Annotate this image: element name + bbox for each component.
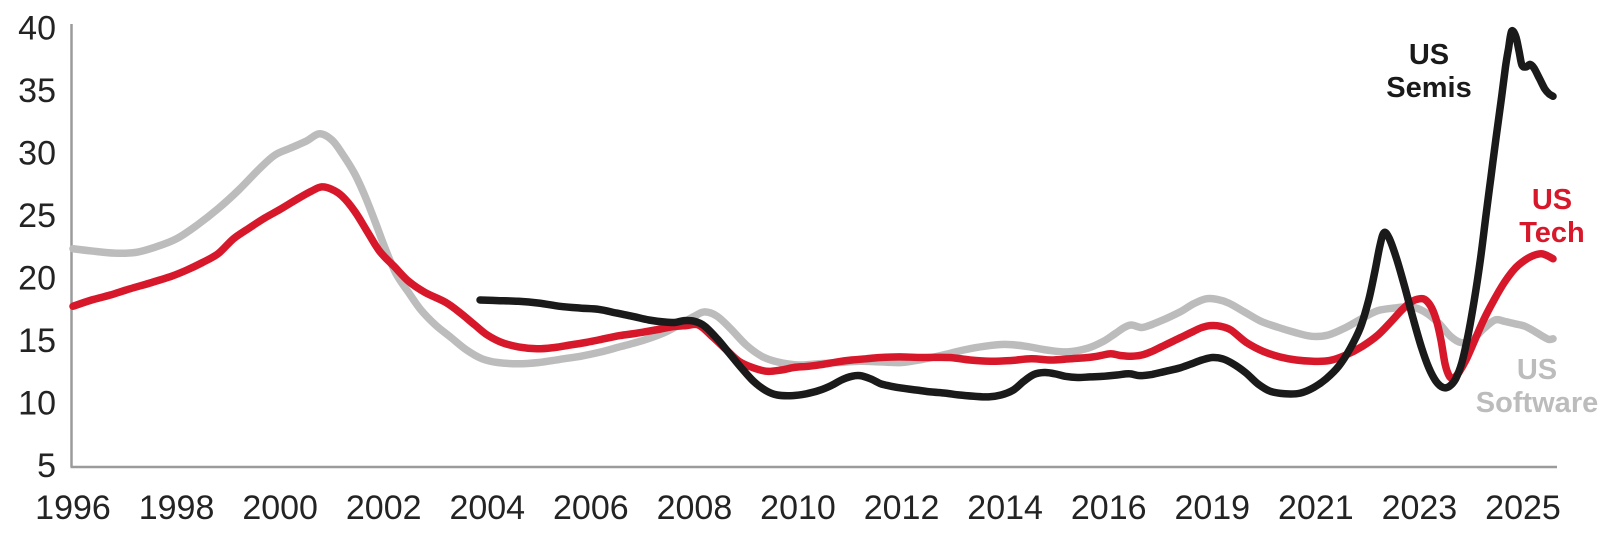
y-axis-tick-label: 5 bbox=[37, 447, 56, 485]
y-axis-tick-label: 10 bbox=[18, 385, 56, 423]
series-label-line: Software bbox=[1475, 387, 1599, 419]
x-axis-tick-label: 2025 bbox=[1485, 489, 1561, 527]
series-line-us-software bbox=[69, 130, 1557, 369]
series-label-us-semis: US Semis bbox=[1386, 39, 1471, 105]
x-axis-tick-label: 1996 bbox=[35, 489, 111, 527]
y-axis-tick-label: 15 bbox=[18, 322, 56, 360]
y-axis-tick-label: 30 bbox=[18, 135, 56, 173]
x-axis-tick-label: 2012 bbox=[864, 489, 940, 527]
series-label-line: Tech bbox=[1519, 217, 1585, 249]
x-axis-tick-label: 2006 bbox=[553, 489, 629, 527]
series-line-us-semis bbox=[476, 26, 1557, 401]
y-axis-tick-label: 25 bbox=[18, 197, 56, 235]
x-axis-tick-label: 2023 bbox=[1382, 489, 1458, 527]
series-label-us-software: US Software bbox=[1476, 354, 1598, 420]
series-label-line: US bbox=[1408, 39, 1450, 71]
x-axis-tick-label: 2014 bbox=[967, 489, 1043, 527]
x-axis-tick-label: 2002 bbox=[346, 489, 422, 527]
series-label-line: Semis bbox=[1386, 72, 1472, 104]
series-label-line: US bbox=[1531, 184, 1573, 216]
y-axis-tick-label: 35 bbox=[18, 72, 56, 110]
x-axis-tick-label: 2021 bbox=[1278, 489, 1354, 527]
x-axis-tick-label: 2004 bbox=[449, 489, 525, 527]
x-axis-tick-label: 2019 bbox=[1174, 489, 1250, 527]
x-axis-tick-label: 2008 bbox=[657, 489, 733, 527]
x-axis-tick-label: 2000 bbox=[242, 489, 318, 527]
x-axis-tick-label: 1998 bbox=[139, 489, 215, 527]
series-label-us-tech: US Tech bbox=[1519, 184, 1585, 250]
x-axis-tick-label: 2010 bbox=[760, 489, 836, 527]
series-label-line: US bbox=[1516, 354, 1558, 386]
y-axis-tick-label: 20 bbox=[18, 260, 56, 298]
y-axis-tick-label: 40 bbox=[18, 10, 56, 48]
series-line-us-tech bbox=[69, 183, 1557, 383]
x-axis-tick-label: 2016 bbox=[1071, 489, 1147, 527]
